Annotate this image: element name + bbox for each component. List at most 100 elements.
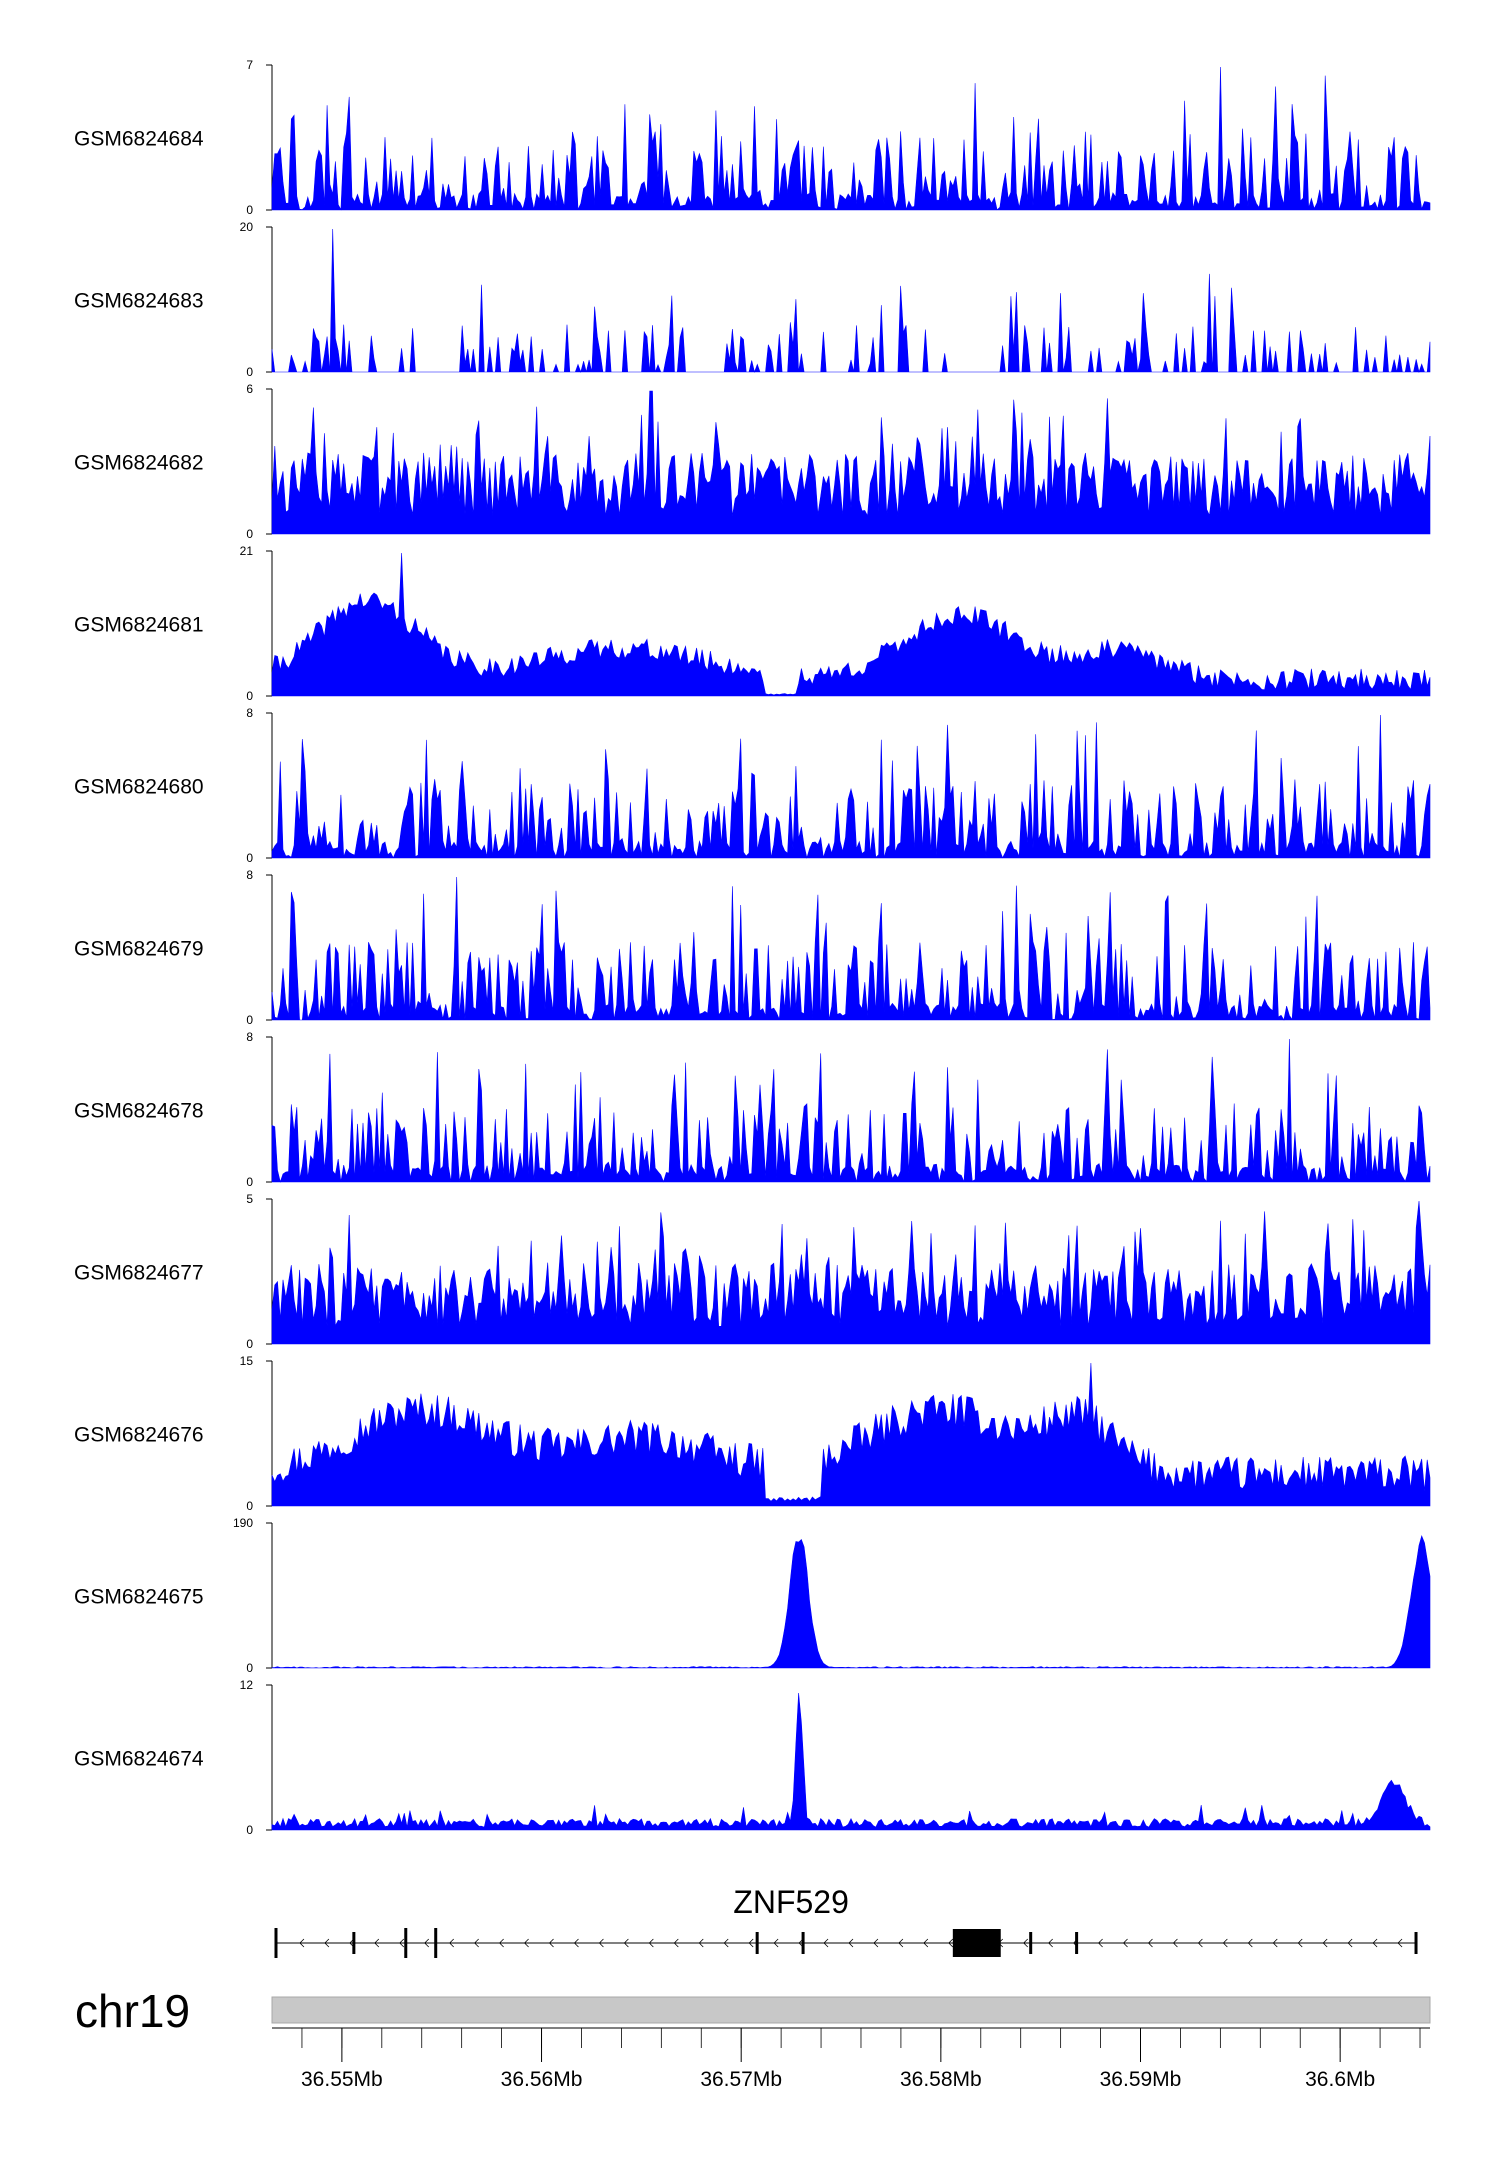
strand-arrow: [748, 1938, 754, 1948]
track-label: GSM6824677: [74, 1262, 204, 1285]
exon: [1414, 1932, 1418, 1954]
strand-arrow: [1098, 1938, 1103, 1948]
strand-arrow: [573, 1938, 579, 1948]
y-axis-max-label: 8: [246, 868, 253, 882]
y-axis-max-label: 6: [246, 382, 253, 396]
strand-arrow: [1322, 1938, 1328, 1948]
exon: [434, 1928, 438, 1958]
strand-arrow: [299, 1938, 305, 1948]
x-tick-label: 36.56Mb: [501, 2068, 583, 2091]
track-label: GSM6824680: [74, 776, 204, 799]
strand-arrow: [1023, 1938, 1028, 1948]
y-axis-max-label: 15: [240, 1354, 254, 1368]
exon: [1075, 1932, 1079, 1954]
track-label: GSM6824674: [74, 1748, 204, 1771]
exon: [1029, 1932, 1033, 1954]
strand-arrow: [399, 1938, 405, 1948]
strand-arrow: [673, 1938, 679, 1948]
x-tick-label: 36.55Mb: [301, 2068, 383, 2091]
y-axis-min-label: 0: [246, 1013, 253, 1027]
track-label: GSM6824678: [74, 1100, 204, 1123]
track-GSM6824681: GSM6824681 21 0: [74, 544, 1431, 703]
track-GSM6824682: GSM6824682 6 0: [74, 382, 1431, 541]
strand-arrow: [1197, 1938, 1203, 1948]
strand-arrow: [374, 1938, 380, 1948]
y-axis-min-label: 0: [246, 203, 253, 217]
strand-arrow: [1372, 1938, 1378, 1948]
signal-area: [271, 876, 1431, 1021]
signal-area: [271, 1534, 1431, 1669]
x-tick-label: 36.6Mb: [1305, 2068, 1375, 2091]
signal-area: [271, 1692, 1431, 1831]
y-axis-max-label: 12: [240, 1678, 254, 1692]
y-axis-min-label: 0: [246, 365, 253, 379]
y-axis-max-label: 5: [246, 1192, 253, 1206]
x-tick-label: 36.59Mb: [1100, 2068, 1182, 2091]
strand-arrow: [499, 1938, 504, 1948]
track-GSM6824675: GSM6824675 190 0: [74, 1516, 1431, 1675]
y-axis-min-label: 0: [246, 527, 253, 541]
signal-area: [271, 390, 1431, 535]
strand-arrow: [923, 1938, 929, 1948]
strand-arrow: [898, 1938, 904, 1948]
track-GSM6824684: GSM6824684 7 0: [74, 58, 1431, 217]
strand-arrow: [548, 1938, 554, 1948]
signal-area: [271, 552, 1431, 697]
signal-area: [271, 1362, 1431, 1507]
chromosome-ideogram: [271, 1996, 1431, 2024]
signal-area: [271, 228, 1431, 374]
strand-arrow: [1222, 1938, 1228, 1948]
exon: [352, 1932, 356, 1954]
y-axis-max-label: 8: [246, 1030, 253, 1044]
track-GSM6824677: GSM6824677 5 0: [74, 1192, 1431, 1351]
track-label: GSM6824675: [74, 1586, 204, 1609]
y-axis-max-label: 7: [246, 58, 253, 72]
signal-area: [271, 714, 1431, 859]
strand-arrow: [1172, 1938, 1178, 1948]
y-axis-min-label: 0: [246, 851, 253, 865]
y-axis-min-label: 0: [246, 1661, 253, 1675]
strand-arrow: [948, 1938, 954, 1948]
y-axis-max-label: 20: [240, 220, 254, 234]
gene-model-ZNF529: ZNF529: [274, 1884, 1418, 1958]
coding-exon: [952, 1929, 1001, 1957]
track-label: GSM6824682: [74, 452, 204, 475]
x-tick-label: 36.57Mb: [700, 2068, 782, 2091]
strand-arrow: [1122, 1938, 1128, 1948]
strand-arrow: [773, 1938, 779, 1948]
strand-arrow: [698, 1938, 704, 1948]
track-GSM6824683: GSM6824683 20 0: [74, 220, 1431, 379]
y-axis-min-label: 0: [246, 1499, 253, 1513]
track-GSM6824679: GSM6824679 8 0: [74, 868, 1431, 1027]
strand-arrow: [848, 1938, 854, 1948]
strand-arrow: [1347, 1938, 1353, 1948]
strand-arrow: [474, 1938, 479, 1948]
strand-arrow: [1272, 1938, 1278, 1948]
strand-arrow: [324, 1938, 330, 1948]
x-tick-label: 36.58Mb: [900, 2068, 982, 2091]
chromosome-label: chr19: [75, 1985, 190, 2037]
y-axis-min-label: 0: [246, 1337, 253, 1351]
strand-arrow: [523, 1938, 529, 1948]
strand-arrow: [1048, 1938, 1053, 1948]
strand-arrow: [623, 1938, 629, 1948]
strand-arrow: [598, 1938, 604, 1948]
signal-area: [271, 1200, 1431, 1345]
gene-name-label: ZNF529: [733, 1884, 849, 1920]
strand-arrow: [1397, 1938, 1403, 1948]
y-axis-max-label: 21: [240, 544, 254, 558]
strand-arrow: [1297, 1938, 1303, 1948]
track-GSM6824676: GSM6824676 15 0: [74, 1354, 1431, 1513]
track-label: GSM6824679: [74, 938, 204, 961]
y-axis-min-label: 0: [246, 1175, 253, 1189]
track-GSM6824678: GSM6824678 8 0: [74, 1030, 1431, 1189]
y-axis-min-label: 0: [246, 689, 253, 703]
exon: [274, 1928, 278, 1958]
strand-arrow: [424, 1938, 430, 1948]
y-axis-max-label: 8: [246, 706, 253, 720]
strand-arrow: [1247, 1938, 1253, 1948]
track-label: GSM6824676: [74, 1424, 204, 1447]
track-GSM6824674: GSM6824674 12 0: [74, 1678, 1431, 1837]
exon: [404, 1928, 408, 1958]
